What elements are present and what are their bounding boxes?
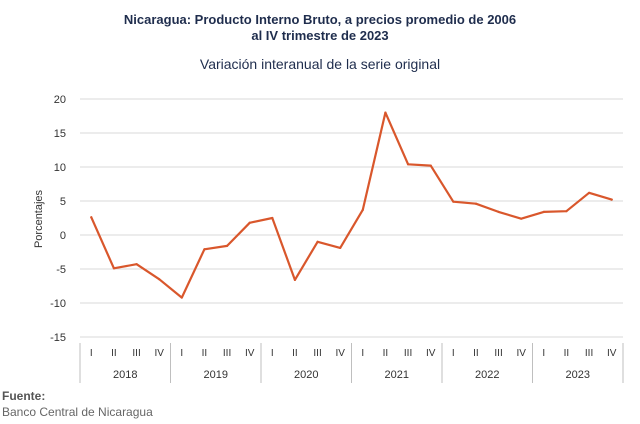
data-point	[112, 267, 116, 270]
chart-title-line-1: Nicaragua: Producto Interno Bruto, a pre…	[123, 12, 517, 27]
chart-title-line-2: al IV trimestre de 2023	[251, 28, 389, 43]
data-point	[293, 278, 297, 281]
source-value: Banco Central de Nicaragua	[2, 405, 153, 419]
chart-subtitle: Variación interanual de la serie origina…	[199, 56, 441, 72]
y-tick-label: -5	[56, 264, 66, 276]
data-point	[542, 210, 545, 213]
x-tick-quarter: I	[542, 348, 545, 359]
x-tick-quarter: I	[90, 348, 93, 359]
data-point	[497, 210, 500, 213]
data-point	[384, 111, 387, 114]
y-tick-label: -15	[50, 332, 66, 344]
y-tick-label: 15	[54, 128, 66, 140]
y-axis-label: Porcentajes	[33, 189, 45, 248]
data-point	[565, 210, 568, 213]
grid-layer	[80, 98, 623, 338]
line-layer	[90, 111, 613, 299]
x-tick-quarter: III	[313, 348, 321, 359]
data-point	[316, 240, 319, 243]
x-tick-quarter: II	[111, 348, 117, 359]
x-tick-quarter: I	[180, 348, 183, 359]
x-tick-year: 2019	[204, 369, 228, 381]
source-label: Fuente:	[2, 389, 46, 403]
x-tick-quarter: IV	[516, 348, 526, 359]
x-tick-year: 2022	[475, 369, 499, 381]
x-tick-quarter: II	[383, 348, 389, 359]
x-tick-quarter: IV	[245, 348, 255, 359]
data-point	[180, 296, 183, 299]
data-point	[271, 216, 274, 220]
y-tick-label: 5	[60, 196, 66, 208]
data-point	[406, 163, 410, 166]
x-tick-quarter: IV	[426, 348, 436, 359]
x-tick-quarter: II	[202, 348, 208, 359]
x-tick-quarter: III	[585, 348, 593, 359]
data-point	[587, 191, 591, 194]
data-point	[248, 221, 251, 224]
x-tick-quarter: I	[361, 348, 364, 359]
x-tick-quarter: III	[132, 348, 140, 359]
y-tick-label: 10	[54, 162, 66, 174]
series-line	[90, 111, 613, 299]
y-tick-label: 20	[54, 94, 66, 106]
x-tick-year: 2021	[385, 369, 409, 381]
data-point	[203, 248, 206, 251]
y-tick-label: 0	[60, 230, 66, 242]
data-point	[429, 164, 432, 167]
x-tick-quarter: II	[292, 348, 298, 359]
data-point	[452, 200, 455, 203]
x-tick-quarter: IV	[335, 348, 345, 359]
x-tick-quarter: III	[223, 348, 231, 359]
x-tick-quarter: II	[564, 348, 570, 359]
y-tick-label: -10	[50, 298, 66, 310]
x-tick-quarter: III	[494, 348, 502, 359]
data-point	[135, 263, 138, 266]
x-tick-quarter: IV	[154, 348, 164, 359]
data-point	[474, 202, 478, 205]
data-point	[339, 246, 342, 250]
data-point	[610, 198, 613, 201]
x-tick-year: 2023	[566, 369, 590, 381]
data-point	[225, 244, 229, 247]
x-tick-quarter: IV	[607, 348, 617, 359]
data-point	[520, 217, 523, 220]
x-tick-quarter: II	[473, 348, 479, 359]
data-point	[361, 208, 364, 211]
x-tick-year: 2018	[113, 369, 137, 381]
x-tick-quarter: I	[271, 348, 274, 359]
x-tick-quarter: III	[404, 348, 412, 359]
data-point	[90, 216, 93, 219]
data-point	[158, 278, 161, 281]
x-tick-quarter: I	[452, 348, 455, 359]
x-tick-year: 2020	[294, 369, 318, 381]
